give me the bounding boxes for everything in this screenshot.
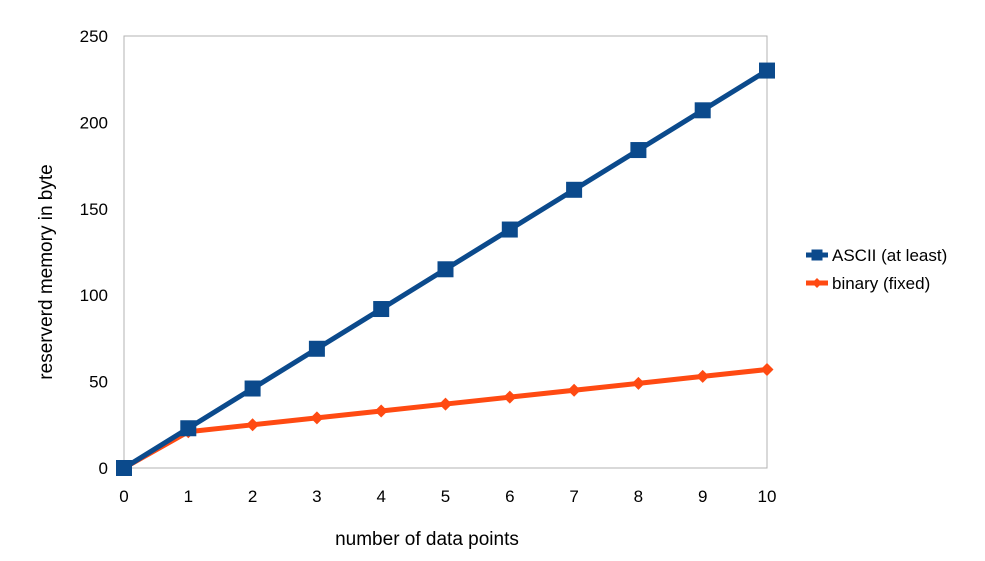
data-point <box>439 397 452 411</box>
legend-label: ASCII (at least) <box>832 246 947 265</box>
y-axis-title: reserverd memory in byte <box>36 164 57 379</box>
x-tick-label: 3 <box>312 487 321 506</box>
x-tick-label: 9 <box>698 487 707 506</box>
x-tick-label: 8 <box>634 487 643 506</box>
plot-area <box>123 35 768 469</box>
data-point <box>374 404 388 418</box>
y-tick-label: 150 <box>80 200 108 219</box>
legend-swatch-marker <box>811 249 823 261</box>
y-tick-label: 200 <box>80 113 108 132</box>
y-axis-ticks: 0 50 100 150 200 250 <box>80 27 108 478</box>
y-tick-label: 0 <box>99 459 108 478</box>
series-0 <box>116 62 775 476</box>
data-point <box>630 142 647 159</box>
x-axis-ticks: 0 1 2 3 4 5 6 7 8 9 10 <box>119 487 776 506</box>
data-point <box>759 62 775 79</box>
data-point <box>437 261 454 278</box>
y-tick-label: 50 <box>89 373 108 392</box>
data-point <box>116 460 132 476</box>
data-point <box>501 221 518 238</box>
data-point <box>631 376 645 390</box>
data-point <box>373 301 390 318</box>
legend-swatch-marker <box>812 278 822 288</box>
data-point <box>180 420 197 437</box>
data-point <box>246 418 260 432</box>
data-point <box>760 363 774 377</box>
data-point <box>566 181 583 198</box>
data-point <box>503 390 517 404</box>
data-point <box>694 102 711 119</box>
x-tick-label: 0 <box>119 487 128 506</box>
data-point <box>310 411 324 425</box>
legend-item: binary (fixed) <box>806 274 930 293</box>
legend-label: binary (fixed) <box>832 274 930 293</box>
y-tick-label: 100 <box>80 286 108 305</box>
series-1 <box>117 363 774 475</box>
x-tick-label: 1 <box>184 487 193 506</box>
data-point <box>308 340 325 357</box>
data-point <box>696 369 710 383</box>
x-tick-label: 5 <box>441 487 450 506</box>
y-tick-label: 250 <box>80 27 108 46</box>
legend: ASCII (at least) binary (fixed) <box>806 246 947 293</box>
series-layer <box>116 62 775 476</box>
x-axis-title: number of data points <box>335 529 519 550</box>
x-tick-label: 10 <box>758 487 777 506</box>
x-tick-label: 6 <box>505 487 514 506</box>
x-tick-label: 4 <box>376 487 385 506</box>
data-point <box>567 383 581 397</box>
x-tick-label: 7 <box>569 487 578 506</box>
data-point <box>244 380 261 397</box>
legend-item: ASCII (at least) <box>806 246 947 265</box>
x-tick-label: 2 <box>248 487 257 506</box>
